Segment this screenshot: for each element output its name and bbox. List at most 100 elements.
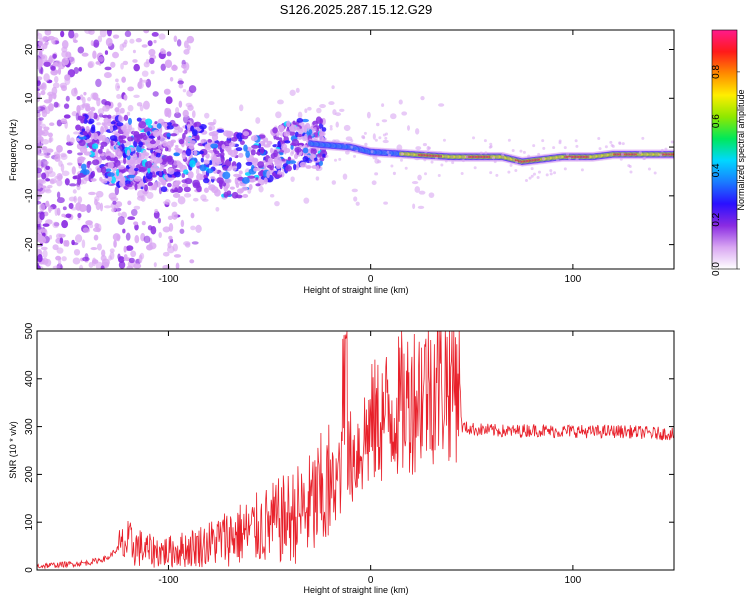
heatmap-cell	[41, 83, 46, 89]
colorbar-frame	[711, 29, 738, 270]
heatmap-cell	[314, 157, 318, 162]
heatmap-cell	[100, 166, 107, 174]
heatmap-cell	[152, 129, 160, 138]
heatmap-cell	[41, 172, 47, 180]
heatmap-cell	[54, 207, 58, 217]
heatmap-cell	[255, 183, 261, 187]
heatmap-cell	[555, 158, 559, 162]
heatmap-cell	[69, 183, 77, 187]
heatmap-cell	[96, 243, 102, 251]
heatmap-cell	[88, 118, 95, 124]
heatmap-cell	[182, 109, 189, 118]
heatmap-cell	[353, 154, 357, 158]
heatmap-cell	[109, 125, 114, 132]
heatmap-cell	[238, 138, 243, 142]
heatmap-cell	[108, 255, 112, 261]
heatmap-cell	[164, 147, 169, 152]
heatmap-cell	[112, 233, 121, 241]
heatmap-cell	[51, 92, 57, 99]
heatmap-cell	[118, 135, 127, 140]
heatmap-cell	[241, 177, 250, 184]
heatmap-cell	[56, 207, 61, 216]
heatmap-cell	[621, 142, 625, 146]
heatmap-cell	[211, 130, 219, 137]
heatmap-cell	[38, 50, 43, 57]
heatmap-cell	[532, 144, 536, 148]
heatmap-cell	[150, 226, 157, 235]
heatmap-cell	[424, 172, 428, 176]
heatmap-cell	[509, 163, 513, 167]
heatmap-cell	[166, 125, 174, 130]
colorbar: 0.0 0.2 0.4 0.6 0.8 Normalized spectral ampl…	[711, 29, 746, 276]
heatmap-cell	[190, 225, 196, 231]
heatmap-cell	[76, 185, 81, 191]
heatmap-cell	[351, 188, 358, 193]
heatmap-cell	[286, 120, 291, 128]
colorbar-tick-label: 0.0	[711, 262, 722, 276]
heatmap-cell	[117, 165, 126, 170]
heatmap-cell	[76, 96, 81, 101]
heatmap-cell	[293, 163, 297, 171]
heatmap-cell	[232, 165, 237, 171]
heatmap-cell	[37, 111, 41, 118]
heatmap-cell	[653, 171, 657, 175]
heatmap-cell	[61, 256, 67, 262]
heatmap-cell	[430, 160, 434, 164]
heatmap-cell	[37, 56, 42, 64]
heatmap-cell	[58, 233, 66, 238]
heatmap-cell	[304, 108, 308, 113]
heatmap-cell	[331, 180, 337, 185]
heatmap-cell	[541, 139, 545, 143]
heatmap-cell	[126, 245, 134, 251]
heatmap-cell	[106, 30, 112, 37]
heatmap-cell	[120, 62, 124, 70]
heatmap-cell	[78, 204, 87, 213]
heatmap-cell	[303, 125, 308, 134]
heatmap-cell	[160, 48, 166, 55]
heatmap-cell	[321, 127, 327, 132]
heatmap-cell	[78, 156, 85, 164]
heatmap-cell	[297, 133, 303, 138]
heatmap-cell	[146, 131, 151, 137]
heatmap-cell	[204, 143, 212, 151]
snr-frame	[36, 330, 675, 571]
heatmap-cell	[73, 175, 82, 180]
heatmap-cell	[117, 215, 125, 225]
heatmap-cell	[114, 147, 121, 156]
heatmap-cell	[183, 169, 189, 175]
heatmap-cell	[203, 159, 210, 165]
heatmap-cell	[221, 144, 226, 150]
heatmap-cell	[553, 171, 557, 175]
spectrogram-x-axis-label: Height of straight line (km)	[303, 285, 408, 295]
heatmap-cell	[228, 157, 233, 162]
heatmap-cell	[236, 162, 242, 170]
heatmap-cell	[302, 147, 309, 154]
heatmap-cell	[219, 148, 225, 153]
heatmap-cell	[101, 178, 108, 184]
heatmap-cell	[129, 38, 135, 44]
heatmap-cell	[153, 262, 157, 268]
heatmap-cell	[620, 152, 624, 156]
heatmap-cell	[41, 129, 49, 137]
heatmap-cell	[218, 182, 223, 187]
heatmap-cell	[216, 158, 221, 163]
heatmap-cell	[229, 149, 238, 158]
heatmap-cell	[125, 141, 132, 146]
colorbar-tick-label: 0.6	[711, 114, 722, 128]
heatmap-cell	[239, 140, 245, 146]
heatmap-cell	[275, 111, 282, 119]
heatmap-cell	[318, 160, 324, 166]
heatmap-cell	[43, 73, 50, 82]
heatmap-cell	[138, 181, 145, 185]
heatmap-cell	[279, 126, 284, 131]
heatmap-cell	[404, 166, 408, 170]
heatmap-cell	[167, 215, 173, 220]
heatmap-cell	[269, 194, 275, 198]
heatmap-cell	[128, 162, 136, 169]
heatmap-cell	[532, 172, 536, 176]
heatmap-cell	[37, 62, 41, 70]
heatmap-cell	[194, 134, 200, 140]
heatmap-cell	[515, 160, 519, 164]
colorbar-gradient	[712, 30, 737, 269]
heatmap-cell	[97, 108, 105, 115]
